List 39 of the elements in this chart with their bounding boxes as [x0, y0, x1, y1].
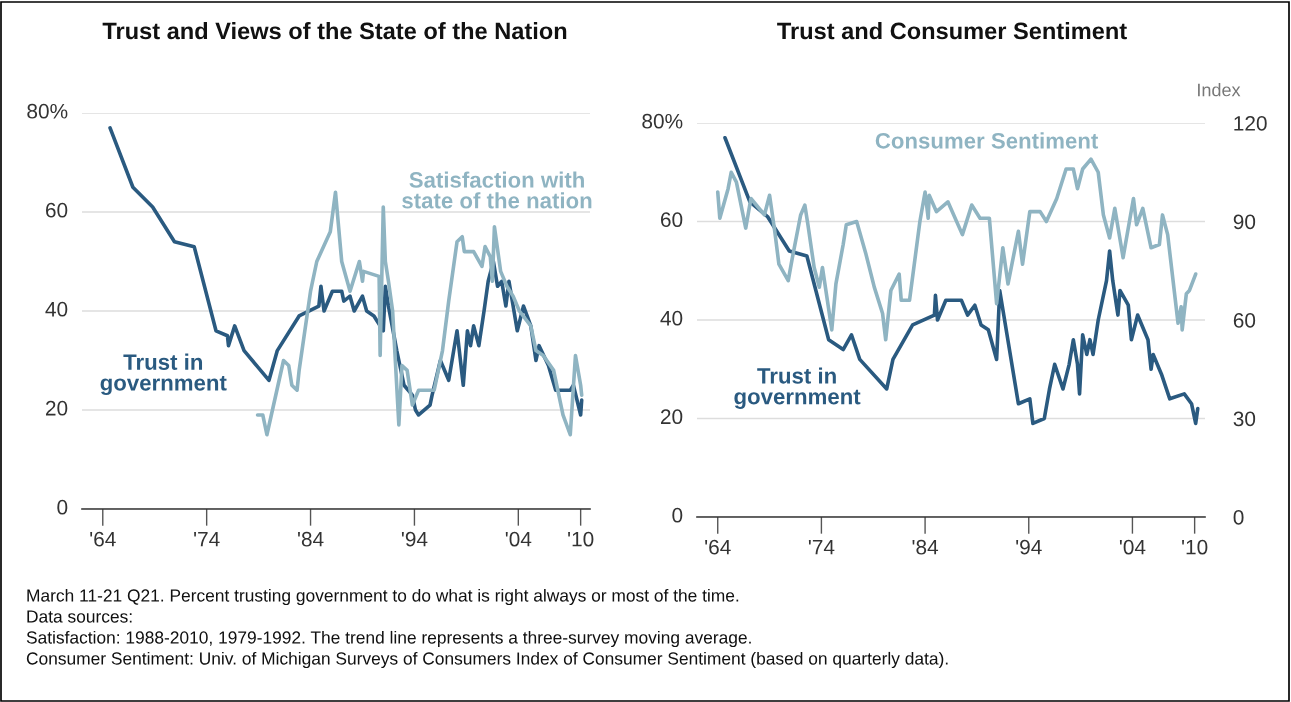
y2-tick-label: 120 [1234, 116, 1267, 131]
line-series [715, 157, 1198, 342]
chart-title: Trust and Views of the State of the Nation [102, 22, 567, 40]
y2-tick-label: 90 [1233, 214, 1256, 230]
x-tick-label: '04 [505, 531, 532, 547]
x-tick-label: '84 [298, 531, 324, 547]
x-tick-label: '10 [1182, 539, 1208, 555]
y-tick-label: 40 [660, 310, 683, 326]
series-label: Trust in government [734, 367, 861, 409]
y-tick-label: 60 [661, 212, 683, 228]
y-tick-label: 0 [57, 499, 68, 515]
y-tick-label: 0 [672, 507, 683, 523]
y-tick-label: 20 [45, 400, 68, 416]
y-tick-label: 60 [46, 202, 68, 218]
x-tick-label: '94 [1016, 539, 1042, 555]
y-tick-label: 80% [27, 103, 68, 119]
text: Data sources: [27, 610, 132, 623]
x-tick-label: '94 [401, 531, 428, 547]
series-label: Satisfaction with state of the nation [402, 171, 592, 209]
y-tick-label: 80% [642, 113, 683, 129]
x-tick-label: '74 [194, 531, 220, 547]
series-label: Trust in government [100, 353, 227, 396]
text: Satisfaction: 1988-2010, 1979-1992. The trend line represents a three-survey moving average. [26, 630, 751, 648]
x-tick-label: '74 [808, 539, 835, 555]
x-tick-label: '04 [1119, 539, 1146, 555]
x-tick-label: '84 [912, 539, 939, 555]
x-tick-label: '10 [568, 531, 594, 547]
y-tick-label: 40 [45, 301, 68, 317]
x-tick-label: '64 [90, 531, 116, 547]
x-tick-label: '64 [705, 539, 731, 555]
y-tick-label: 20 [660, 409, 683, 425]
y2-axis-title: Index [1198, 83, 1241, 97]
y2-tick-label: 0 [1233, 510, 1244, 525]
y2-tick-label: 60 [1233, 313, 1256, 328]
y2-tick-label: 30 [1233, 411, 1256, 427]
text: March 11-21 Q21. Percent trusting government to do what is right always or most of the time. [27, 588, 739, 606]
chart-title: Trust and Consumer Sentiment [777, 22, 1127, 40]
text: Consumer Sentiment: Univ. of Michigan Surveys of Consumers Index of Consumer Sentiment (based on quarterly data). [26, 651, 948, 669]
series-label: Consumer Sentiment [875, 132, 1099, 149]
